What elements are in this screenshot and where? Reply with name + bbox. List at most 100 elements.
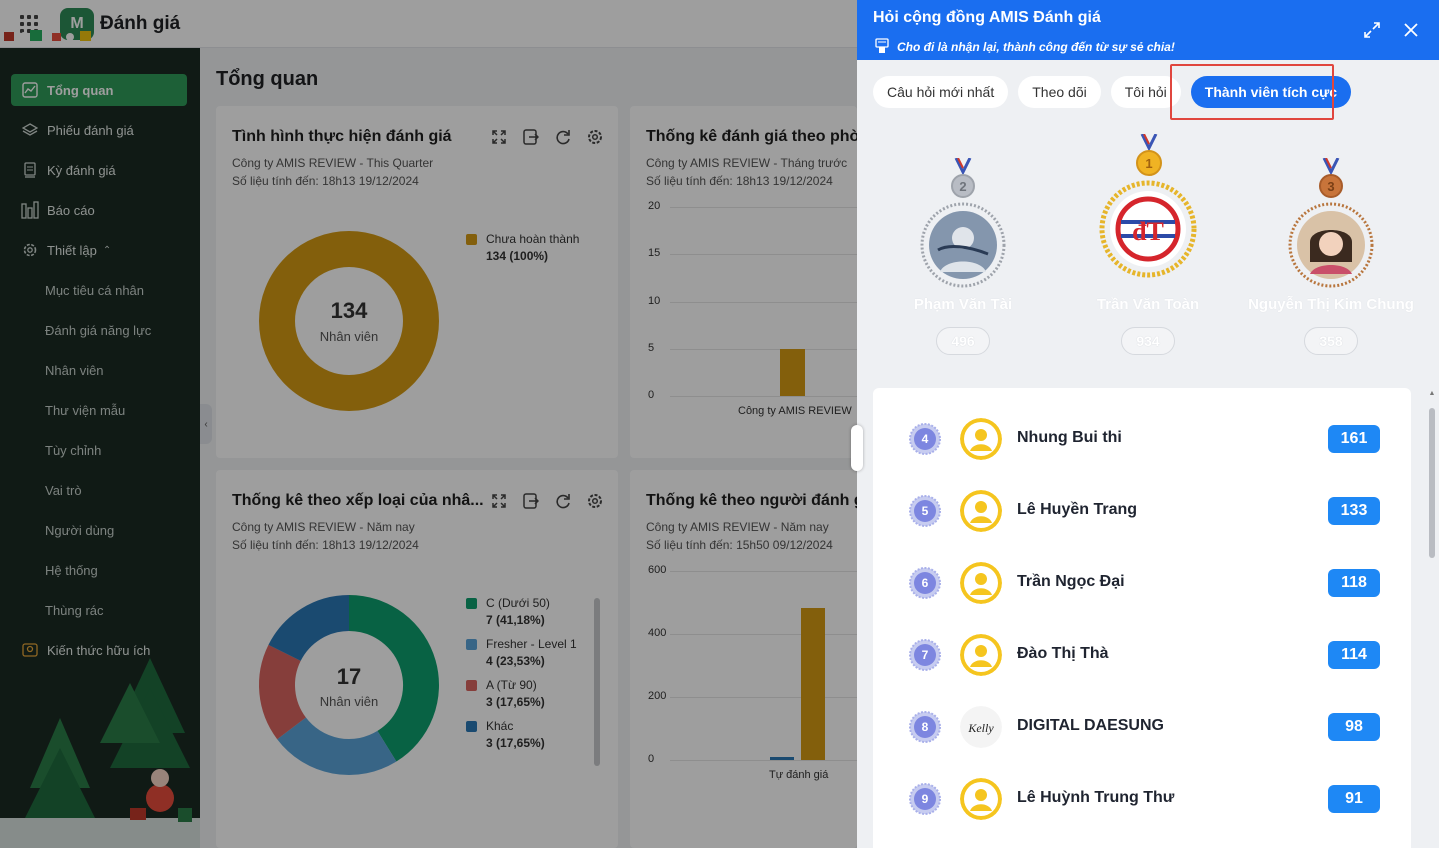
member-row[interactable]: 4 Nhung Bui thi 161 <box>873 403 1411 475</box>
sidebar-item-periods[interactable]: Kỳ đánh giá <box>11 154 187 186</box>
member-row[interactable]: 9 Lê Huỳnh Trung Thư 91 <box>873 763 1411 835</box>
rank-badge: 9 <box>909 783 941 815</box>
rank-badge: 7 <box>909 639 941 671</box>
sidebar-sub-item[interactable]: Nhân viên <box>45 363 104 378</box>
member-name[interactable]: Lê Huyền Trang <box>1017 501 1138 518</box>
sidebar-sub-item[interactable]: Mục tiêu cá nhân <box>45 283 145 298</box>
tab-following[interactable]: Theo dõi <box>1018 76 1101 108</box>
member-row[interactable]: 6 Trần Ngọc Đại 118 <box>873 547 1411 619</box>
tab-active-members[interactable]: Thành viên tích cực <box>1190 76 1352 108</box>
medal-rank: 2 <box>959 179 966 194</box>
export-icon[interactable] <box>522 128 540 146</box>
panel-slogan: Cho đi là nhận lại, thành công đến từ sự… <box>897 40 1175 54</box>
card-updated: Số liệu tính đến: 18h13 19/12/2024 <box>232 538 419 552</box>
expand-icon[interactable] <box>490 492 508 510</box>
sidebar-sub-item[interactable]: Vai trò <box>45 483 82 498</box>
legend-label: A (Từ 90) <box>486 678 537 692</box>
panel-resize-handle[interactable] <box>851 425 863 471</box>
legend-swatch <box>466 639 477 650</box>
card-company: Công ty AMIS REVIEW - Năm nay <box>646 520 829 534</box>
member-name[interactable]: Trần Ngọc Đại <box>1017 573 1125 590</box>
y-tick-label: 15 <box>648 247 661 260</box>
member-name[interactable]: Nhung Bui thi <box>1017 429 1122 446</box>
rank-number: 9 <box>921 792 929 806</box>
donut-slice[interactable] <box>259 231 439 411</box>
legend-label: Chưa hoàn thành <box>486 232 580 246</box>
scroll-up-icon[interactable]: ▲ <box>1428 390 1436 397</box>
rank-number: 7 <box>921 648 929 662</box>
expand-panel-button[interactable] <box>1362 20 1382 40</box>
refresh-icon[interactable] <box>554 128 572 146</box>
sidebar-sub-item[interactable]: Đánh giá năng lực <box>45 323 152 338</box>
member-name[interactable]: Đào Thị Thà <box>1017 645 1109 662</box>
member-name[interactable]: DIGITAL DAESUNG <box>1017 717 1164 734</box>
card-toolbar <box>490 492 604 510</box>
member-row[interactable]: 7 Đào Thị Thà 114 <box>873 619 1411 691</box>
sidebar-item-knowledge[interactable]: Kiến thức hữu ích <box>11 634 187 666</box>
sidebar-item-reports[interactable]: Báo cáo <box>11 194 187 226</box>
legend-value: 4 (23,53%) <box>486 654 545 668</box>
member-row[interactable]: 5 Lê Huyền Trang 133 <box>873 475 1411 547</box>
y-tick-label: 200 <box>648 690 667 702</box>
chart-line-icon <box>21 81 39 99</box>
card-updated: Số liệu tính đến: 18h13 19/12/2024 <box>232 174 419 188</box>
bar[interactable] <box>770 757 794 760</box>
settings-icon[interactable] <box>586 492 604 510</box>
legend-value: 3 (17,65%) <box>486 736 545 750</box>
christmas-decoration-icon <box>4 30 91 41</box>
tab-newest-questions[interactable]: Câu hỏi mới nhất <box>873 76 1009 108</box>
donut-slice[interactable] <box>259 644 307 740</box>
grid-line <box>670 634 857 635</box>
podium-name: Phạm Văn Tài <box>913 296 1013 313</box>
sidebar-collapse-button[interactable]: ‹ <box>200 404 212 444</box>
expand-icon[interactable] <box>490 128 508 146</box>
member-row[interactable]: 8 Kelly DIGITAL DAESUNG 98 <box>873 691 1411 763</box>
sidebar-sub-item[interactable]: Thư viện mẫu <box>45 403 126 418</box>
card-title: Tình hình thực hiện đánh giá <box>232 128 452 145</box>
sidebar-sub-item[interactable]: Hệ thống <box>45 563 98 578</box>
tab-my-questions[interactable]: Tôi hỏi <box>1110 76 1181 108</box>
close-panel-button[interactable] <box>1401 20 1421 40</box>
settings-icon[interactable] <box>586 128 604 146</box>
panel-scrollbar[interactable]: ▲ <box>1428 388 1436 848</box>
legend-label: Fresher - Level 1 <box>486 637 577 651</box>
member-score: 114 <box>1328 641 1380 669</box>
scroll-thumb[interactable] <box>1429 408 1435 558</box>
chart-legend: Chưa hoàn thành 134 (100%) <box>466 232 579 273</box>
logo-text: M <box>70 15 84 32</box>
sidebar: Tổng quan Phiếu đánh giá Kỳ đánh giá Báo… <box>0 48 200 848</box>
donut-slice[interactable] <box>268 595 350 662</box>
sidebar-item-forms[interactable]: Phiếu đánh giá <box>11 114 187 146</box>
card-company: Công ty AMIS REVIEW - This Quarter <box>232 156 434 170</box>
user-avatar-icon: Kelly <box>960 706 1002 748</box>
gold-medal-icon: 1 <box>1136 134 1162 176</box>
modal-backdrop[interactable] <box>0 0 857 848</box>
donut-center-label: Nhân viên <box>319 694 379 709</box>
bar[interactable] <box>780 348 805 396</box>
sidebar-sub-item[interactable]: Thùng rác <box>45 603 104 618</box>
sidebar-item-settings[interactable]: Thiết lập ⌃ <box>11 234 187 266</box>
rank-number: 6 <box>921 576 929 590</box>
member-name[interactable]: Lê Huỳnh Trung Thư <box>1017 789 1175 806</box>
sidebar-sub-item[interactable]: Người dùng <box>45 523 115 538</box>
refresh-icon[interactable] <box>554 492 572 510</box>
sidebar-item-label: Phiếu đánh giá <box>47 122 134 138</box>
export-icon[interactable] <box>522 492 540 510</box>
y-tick-label: 400 <box>648 627 667 639</box>
sidebar-sub-item[interactable]: Tùy chỉnh <box>45 443 102 458</box>
donut-slice[interactable] <box>277 716 397 775</box>
legend-value: 134 (100%) <box>486 249 549 263</box>
podium-score: 358 <box>1304 327 1358 355</box>
legend-item: Khác 3 (17,65%) <box>466 719 577 750</box>
bar-report-icon <box>21 201 39 219</box>
card-updated: Số liệu tính đến: 15h50 09/12/2024 <box>646 538 833 552</box>
y-tick-label: 0 <box>648 753 655 765</box>
sidebar-item-overview[interactable]: Tổng quan <box>11 74 187 106</box>
user-avatar-icon <box>960 562 1002 604</box>
donut-center-value: 134 <box>330 298 368 323</box>
donut-slice[interactable] <box>348 595 439 762</box>
member-score: 98 <box>1328 713 1380 741</box>
bar[interactable] <box>801 607 825 760</box>
member-score: 118 <box>1328 569 1380 597</box>
legend-scrollbar[interactable] <box>594 598 600 766</box>
